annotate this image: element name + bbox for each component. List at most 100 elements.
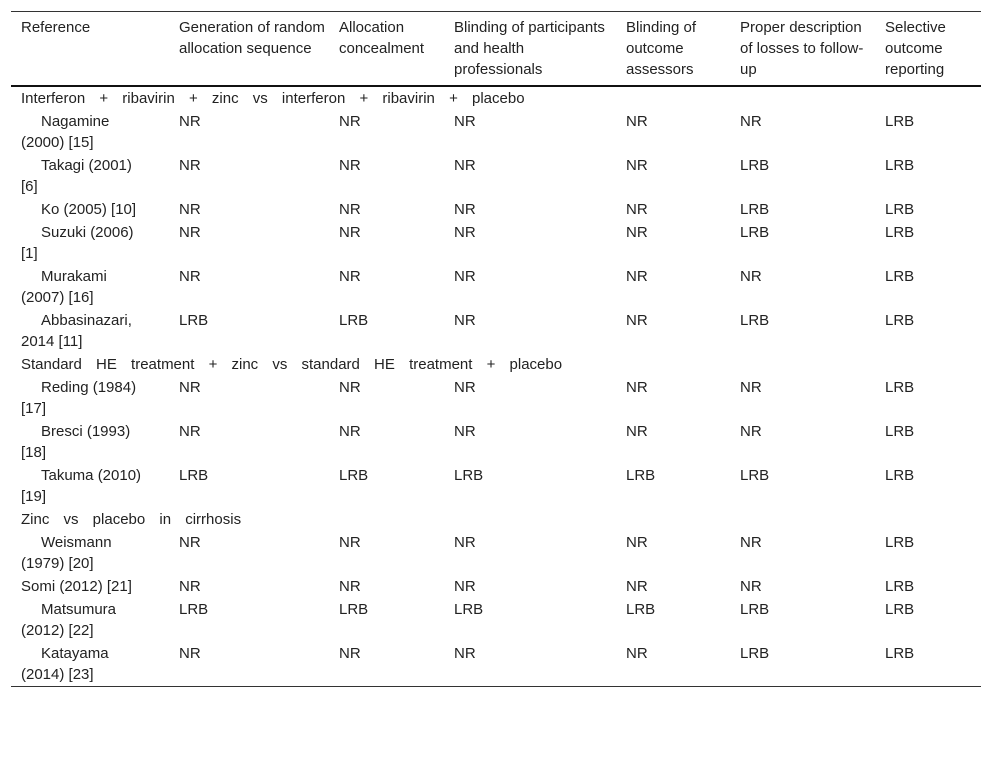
- rating-cell: LRB: [740, 601, 770, 618]
- header-cell: Blinding of participants and health prof…: [454, 19, 605, 78]
- rating-cell: LRB: [885, 423, 915, 440]
- rating-cell: NR: [179, 157, 201, 174]
- reference-cell: Takagi (2001) [6]: [21, 157, 132, 195]
- rating-cell: LRB: [885, 467, 915, 484]
- rating-cell: NR: [626, 578, 648, 595]
- data-row: Reding (1984) [17] NR NR NR NR NR LRB: [11, 376, 981, 420]
- rating-cell: NR: [740, 423, 762, 440]
- rating-cell: NR: [626, 379, 648, 396]
- rating-cell: NR: [740, 113, 762, 130]
- rating-cell: LRB: [339, 467, 369, 484]
- rating-cell: NR: [740, 268, 762, 285]
- rating-cell: LRB: [626, 467, 656, 484]
- rating-cell: NR: [626, 224, 648, 241]
- group-row: Standard HE treatment + zinc vs standard…: [11, 353, 981, 376]
- reference-cell: Bresci (1993) [18]: [21, 423, 131, 461]
- reference-cell: Ko (2005) [10]: [41, 201, 137, 218]
- rating-cell: NR: [626, 113, 648, 130]
- rating-cell: NR: [179, 534, 201, 551]
- rating-cell: NR: [179, 113, 201, 130]
- rating-cell: NR: [454, 423, 476, 440]
- data-row: Bresci (1993) [18] NR NR NR NR NR LRB: [11, 420, 981, 464]
- rating-cell: LRB: [740, 224, 770, 241]
- header-row: Reference Generation of random allocation…: [11, 12, 981, 87]
- group-row: Interferon + ribavirin + zinc vs interfe…: [11, 86, 981, 110]
- rating-cell: NR: [626, 268, 648, 285]
- data-row: Nagamine (2000) [15] NR NR NR NR NR LRB: [11, 110, 981, 154]
- rating-cell: LRB: [885, 157, 915, 174]
- group-title: Standard HE treatment + zinc vs standard…: [21, 356, 563, 373]
- rating-cell: LRB: [179, 312, 209, 329]
- rating-cell: LRB: [740, 312, 770, 329]
- rating-cell: NR: [454, 578, 476, 595]
- rating-cell: NR: [179, 224, 201, 241]
- rating-cell: NR: [740, 379, 762, 396]
- rating-cell: LRB: [885, 645, 915, 662]
- reference-cell: Murakami (2007) [16]: [21, 268, 107, 306]
- data-row: Ko (2005) [10] NR NR NR NR LRB LRB: [11, 198, 981, 221]
- rating-cell: LRB: [626, 601, 656, 618]
- rating-cell: LRB: [885, 379, 915, 396]
- rating-cell: LRB: [740, 201, 770, 218]
- reference-cell: Weismann (1979) [20]: [21, 534, 112, 572]
- rating-cell: NR: [339, 201, 361, 218]
- rating-cell: LRB: [885, 113, 915, 130]
- rating-cell: NR: [339, 157, 361, 174]
- rating-cell: NR: [339, 645, 361, 662]
- rating-cell: NR: [339, 423, 361, 440]
- rating-cell: LRB: [885, 224, 915, 241]
- rating-cell: NR: [454, 201, 476, 218]
- data-row: Takuma (2010) [19] LRB LRB LRB LRB LRB LRB: [11, 464, 981, 508]
- reference-cell: Katayama (2014) [23]: [21, 645, 109, 683]
- header-cell: Reference: [21, 19, 91, 36]
- data-row: Matsumura (2012) [22] LRB LRB LRB LRB LRB LRB: [11, 598, 981, 642]
- rating-cell: NR: [179, 201, 201, 218]
- header-cell: Blinding of outcome assessors: [626, 19, 697, 78]
- rating-cell: LRB: [885, 578, 915, 595]
- reference-cell: Abbasinazari, 2014 [11]: [21, 312, 132, 350]
- rating-cell: NR: [339, 113, 361, 130]
- rating-cell: LRB: [885, 312, 915, 329]
- data-row: Abbasinazari, 2014 [11] LRB LRB NR NR LRB LRB: [11, 309, 981, 353]
- table-group: Interferon + ribavirin + zinc vs interfe…: [11, 86, 981, 353]
- header-cell: Allocation concealment: [339, 19, 425, 57]
- rating-cell: NR: [339, 534, 361, 551]
- reference-cell: Matsumura (2012) [22]: [21, 601, 117, 639]
- rating-cell: NR: [179, 645, 201, 662]
- rating-cell: NR: [626, 157, 648, 174]
- rating-cell: LRB: [339, 601, 369, 618]
- group-row: Zinc vs placebo in cirrhosis: [11, 508, 981, 531]
- rating-cell: LRB: [740, 467, 770, 484]
- rating-cell: NR: [454, 645, 476, 662]
- rating-cell: NR: [626, 423, 648, 440]
- rating-cell: NR: [626, 645, 648, 662]
- rating-cell: LRB: [885, 534, 915, 551]
- rating-cell: NR: [626, 312, 648, 329]
- table-header: Reference Generation of random allocation…: [11, 11, 981, 87]
- header-cell: Selective outcome reporting: [885, 19, 946, 78]
- rating-cell: NR: [626, 201, 648, 218]
- rating-cell: NR: [179, 423, 201, 440]
- rating-cell: LRB: [740, 645, 770, 662]
- rating-cell: LRB: [454, 601, 484, 618]
- group-title: Interferon + ribavirin + zinc vs interfe…: [21, 90, 525, 107]
- rating-cell: LRB: [885, 601, 915, 618]
- rating-cell: NR: [454, 157, 476, 174]
- header-cell: Proper description of losses to follow-u…: [740, 19, 864, 78]
- rating-cell: LRB: [179, 467, 209, 484]
- rating-cell: LRB: [179, 601, 209, 618]
- rating-cell: NR: [454, 224, 476, 241]
- group-title: Zinc vs placebo in cirrhosis: [21, 511, 242, 528]
- rating-cell: NR: [339, 224, 361, 241]
- data-row: Suzuki (2006) [1] NR NR NR NR LRB LRB: [11, 221, 981, 265]
- rating-cell: NR: [740, 578, 762, 595]
- rating-cell: NR: [626, 534, 648, 551]
- reference-cell: Takuma (2010) [19]: [21, 467, 142, 505]
- rating-cell: NR: [454, 379, 476, 396]
- reference-cell: Reding (1984) [17]: [21, 379, 137, 417]
- rating-cell: NR: [454, 113, 476, 130]
- rating-cell: NR: [454, 312, 476, 329]
- data-row: Somi (2012) [21] NR NR NR NR NR LRB: [11, 575, 981, 598]
- risk-of-bias-table: Reference Generation of random allocation…: [11, 11, 981, 687]
